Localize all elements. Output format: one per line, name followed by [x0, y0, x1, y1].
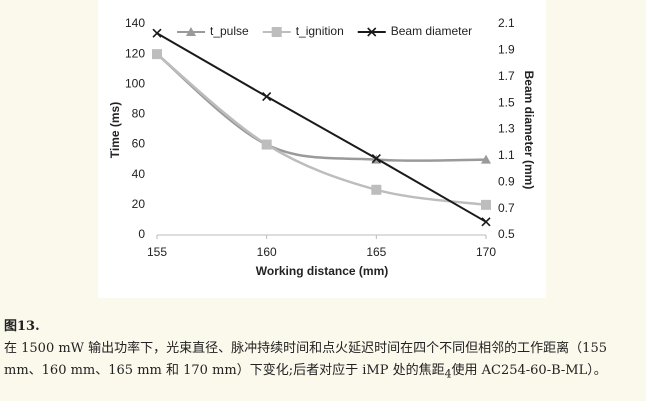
legend-marker	[186, 27, 196, 36]
x-tick-label: 155	[147, 245, 167, 259]
caption-text: 在 1500 mW 输出功率下，光束直径、脉冲持续时间和点火延迟时间在四个不同但…	[4, 341, 607, 378]
marker	[371, 153, 381, 164]
y-tick-label: 40	[132, 167, 146, 181]
legend-marker	[271, 27, 282, 37]
y-tick-label: 60	[132, 137, 146, 151]
marker	[262, 91, 272, 102]
caption-text: 使用 AC254-60-B-ML）。	[451, 363, 607, 378]
y-axis-title: Time (ms)	[108, 102, 122, 158]
y2-tick-label: 0.7	[498, 201, 515, 215]
y2-tick-label: 1.5	[498, 95, 515, 109]
y2-tick-label: 1.9	[498, 43, 515, 57]
y2-tick-label: 1.3	[498, 122, 515, 136]
y2-tick-label: 0.9	[498, 174, 515, 188]
series-line	[156, 32, 487, 223]
marker	[481, 154, 491, 164]
y2-tick-label: 2.1	[498, 16, 515, 30]
x-tick-label: 165	[366, 245, 386, 259]
y-tick-label: 0	[138, 227, 145, 241]
y-tick-label: 20	[132, 197, 146, 211]
y2-tick-label: 1.1	[498, 148, 515, 162]
legend-label: Beam diameter	[391, 24, 472, 38]
chart: Working distance (mm) Time (ms) Beam dia…	[98, 0, 546, 298]
x-tick-label: 170	[476, 245, 496, 259]
legend-label: t_ignition	[296, 24, 344, 38]
legend-marker	[367, 27, 377, 37]
caption-subscript: 4	[444, 367, 452, 381]
marker	[152, 28, 162, 38]
caption: 图13. 在 1500 mW 输出功率下，光束直径、脉冲持续时间和点火延迟时间在…	[4, 316, 642, 386]
marker	[481, 199, 491, 210]
x-tick-label: 160	[257, 245, 277, 259]
marker	[481, 217, 491, 227]
marker	[261, 139, 272, 150]
y2-tick-label: 1.7	[498, 69, 515, 83]
series-line	[156, 53, 487, 207]
y2-tick-label: 0.5	[498, 227, 515, 241]
chart-background	[98, 0, 546, 298]
figure-number: 图13.	[4, 319, 40, 334]
y-tick-label: 80	[132, 107, 146, 121]
x-axis-title: Working distance (mm)	[256, 264, 388, 278]
y-tick-label: 100	[125, 76, 145, 90]
y2-axis-title: Beam diameter (mm)	[522, 71, 536, 190]
marker	[152, 49, 162, 60]
y-tick-label: 120	[125, 46, 145, 60]
y-tick-label: 140	[125, 16, 145, 30]
series-line	[156, 53, 487, 163]
legend-label: t_pulse	[210, 24, 249, 38]
marker	[371, 184, 382, 195]
